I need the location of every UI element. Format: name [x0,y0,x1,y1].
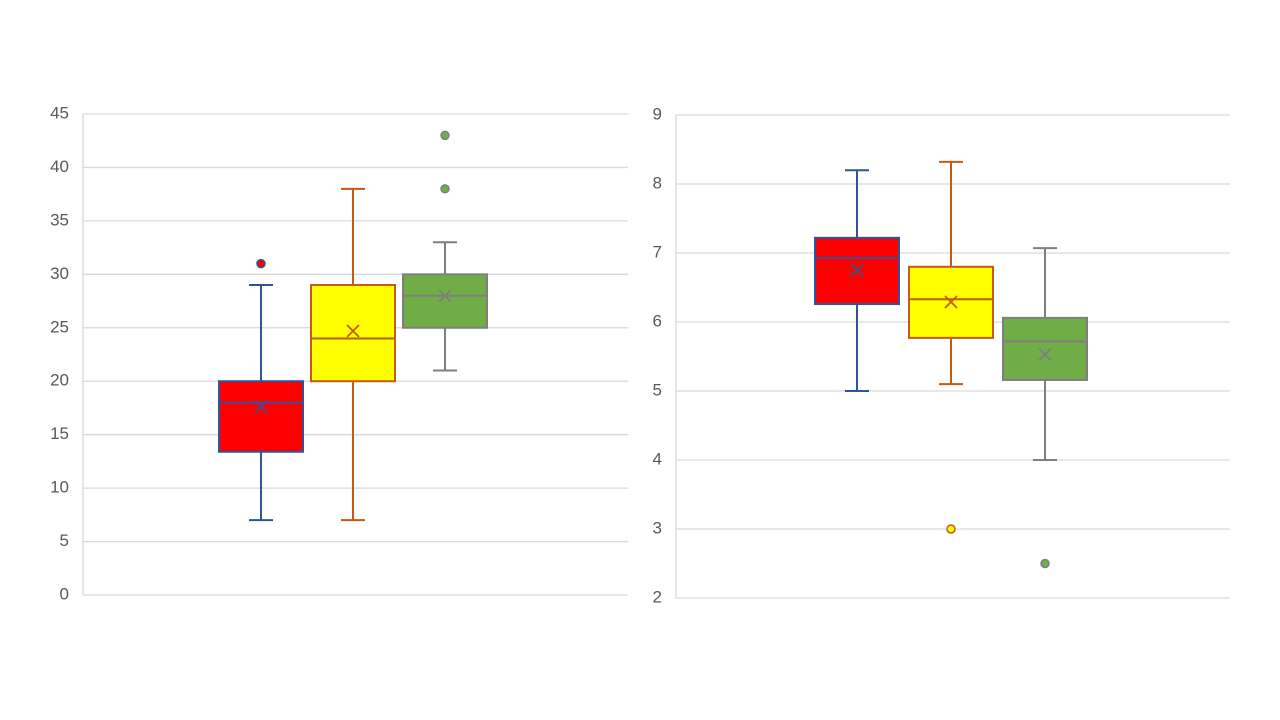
y-tick-label: 3 [653,518,662,537]
outlier [1040,558,1050,569]
y-tick-label: 9 [653,104,662,123]
y-tick-label: 40 [50,157,69,176]
y-tick-label: 30 [50,264,69,283]
mean-marker [850,263,864,277]
box [310,284,396,383]
y-tick-label: 4 [653,449,662,468]
outlier [946,524,956,534]
outlier [440,130,450,141]
y-tick-label: 8 [653,173,662,192]
y-tick-label: 35 [50,210,69,229]
mean-marker [254,400,268,414]
y-tick-label: 20 [50,371,69,390]
mean-marker [346,324,360,338]
mean-marker [944,295,958,309]
y-tick-label: 25 [50,317,69,336]
y-tick-label: 2 [653,587,662,606]
y-tick-label: 45 [50,103,69,122]
y-tick-label: 5 [60,531,69,550]
y-tick-label: 5 [653,380,662,399]
box [218,380,304,453]
outlier [256,258,266,269]
mean-marker [438,289,452,303]
y-tick-label: 7 [653,242,662,261]
outlier [440,184,450,194]
box [1002,316,1088,381]
box [908,265,994,339]
y-tick-label: 10 [50,478,69,497]
mean-marker [1038,347,1052,362]
y-tick-label: 15 [50,424,69,443]
box [402,273,488,329]
y-tick-label: 0 [60,584,69,603]
y-tick-label: 6 [653,311,662,330]
